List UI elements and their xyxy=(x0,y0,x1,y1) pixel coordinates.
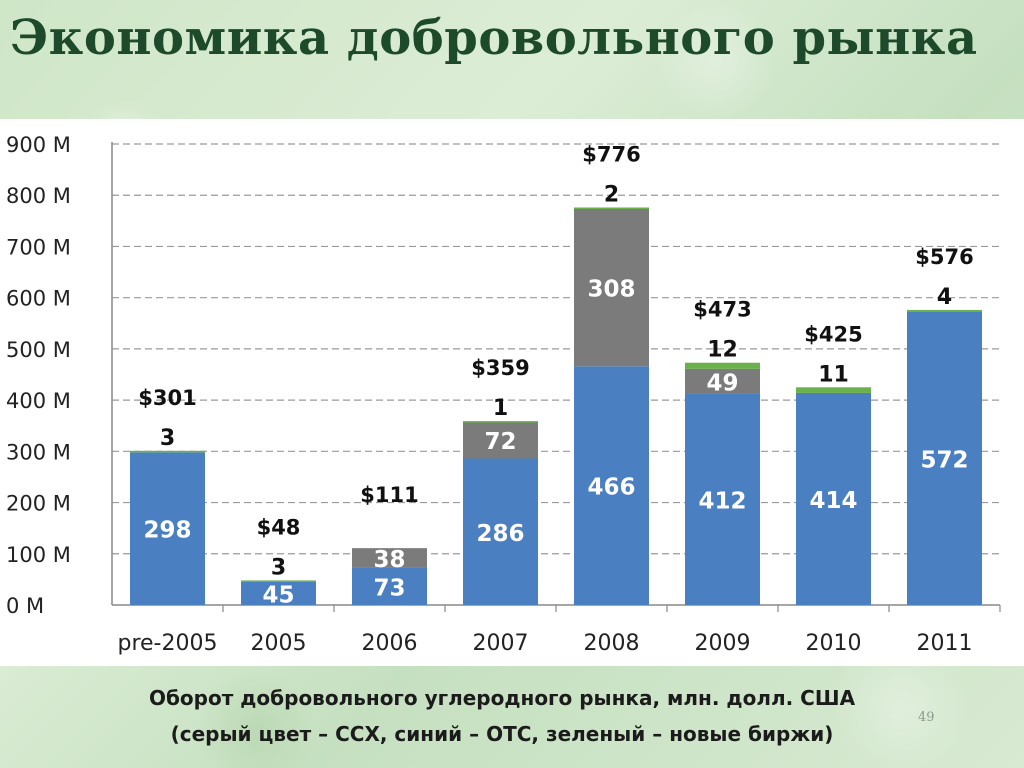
bar-value-label: 572 xyxy=(920,448,968,474)
y-tick-label: 700 M xyxy=(6,235,71,259)
bar-segment xyxy=(907,312,982,605)
bar-chart: 0 M 100 M 200 M 300 M 400 M 500 M 600 M 700 M 80… xyxy=(6,133,1001,656)
x-tick-label: 2007 xyxy=(473,631,529,656)
bar-total-label: $473 xyxy=(693,298,751,322)
bar-value-label: 286 xyxy=(476,521,524,547)
bar-top-label: 2 xyxy=(604,183,619,208)
y-tick-label: 600 M xyxy=(6,287,71,311)
x-tick-label: 2010 xyxy=(806,631,862,656)
y-tick-label: 900 M xyxy=(6,133,71,157)
bar-segment xyxy=(241,580,316,582)
y-tick-label: 200 M xyxy=(6,492,71,516)
bar-top-label: 12 xyxy=(707,338,738,363)
bar-top-label: 3 xyxy=(271,555,286,580)
bar-segment xyxy=(463,421,538,459)
bar-value-label: 38 xyxy=(373,547,405,573)
bar-top-label: 11 xyxy=(818,362,849,387)
chart-panel: 0 M 100 M 200 M 300 M 400 M 500 M 600 M 700 M 80… xyxy=(0,119,1024,666)
bar-value-label: 308 xyxy=(587,276,635,302)
bar-segment xyxy=(796,392,871,605)
bar-segment xyxy=(574,207,649,210)
bar-segment xyxy=(574,208,649,367)
caption-line-1: Оборот добровольного углеродного рынка, … xyxy=(148,686,856,710)
x-tick-label: 2005 xyxy=(251,631,307,656)
bar-segment xyxy=(796,387,871,393)
bar-value-label: 298 xyxy=(143,518,191,544)
y-tick-label: 300 M xyxy=(6,440,71,464)
bar-segment xyxy=(352,567,427,605)
y-tick-label: 400 M xyxy=(6,389,71,413)
bar-segment xyxy=(685,362,760,369)
bar-segment xyxy=(574,366,649,605)
bar-total-label: $111 xyxy=(360,483,418,507)
bar-total-label: $359 xyxy=(471,356,529,380)
x-tick-label: 2008 xyxy=(584,631,640,656)
bar-value-label: 72 xyxy=(484,429,516,455)
bar-segment xyxy=(685,368,760,394)
caption-line-2: (серый цвет – ССХ, синий – ОТС, зеленый … xyxy=(170,722,834,746)
x-tick-label: 2006 xyxy=(362,631,418,656)
bar-total-label: $48 xyxy=(257,515,301,539)
x-tick-label: pre-2005 xyxy=(118,631,218,656)
x-tick-label: 2009 xyxy=(695,631,751,656)
slide-title: Экономика добровольного рынка xyxy=(10,10,978,66)
bar-segment xyxy=(685,393,760,605)
y-tick-label: 100 M xyxy=(6,543,71,567)
bar-top-label: 3 xyxy=(160,426,175,451)
bar-value-label: 466 xyxy=(587,475,635,501)
y-tick-label: 500 M xyxy=(6,338,71,362)
bar-value-label: 49 xyxy=(706,370,738,396)
bar-segment xyxy=(241,581,316,605)
bar-segment xyxy=(907,309,982,313)
bar-total-label: $301 xyxy=(138,386,196,410)
page-number: 49 xyxy=(918,710,935,725)
bar-value-label: 414 xyxy=(809,488,857,514)
y-tick-label: 0 M xyxy=(6,594,44,618)
bar-top-label: 4 xyxy=(937,285,952,310)
bar-total-label: $425 xyxy=(804,322,862,346)
bar-segment xyxy=(352,548,427,568)
bar-top-label: 1 xyxy=(493,396,508,421)
bar-segment xyxy=(130,450,205,453)
bar-total-label: $776 xyxy=(582,143,640,167)
chart-caption: Оборот добровольного углеродного рынка, … xyxy=(0,680,1024,752)
bar-segment xyxy=(130,452,205,605)
bar-total-label: $576 xyxy=(915,245,973,269)
bar-value-label: 73 xyxy=(373,575,405,601)
y-tick-label: 800 M xyxy=(6,184,71,208)
bar-value-label: 45 xyxy=(262,582,294,608)
bar-value-label: 412 xyxy=(698,488,746,514)
bar-segment xyxy=(463,421,538,423)
x-tick-label: 2011 xyxy=(917,631,973,656)
bar-segment xyxy=(463,458,538,605)
